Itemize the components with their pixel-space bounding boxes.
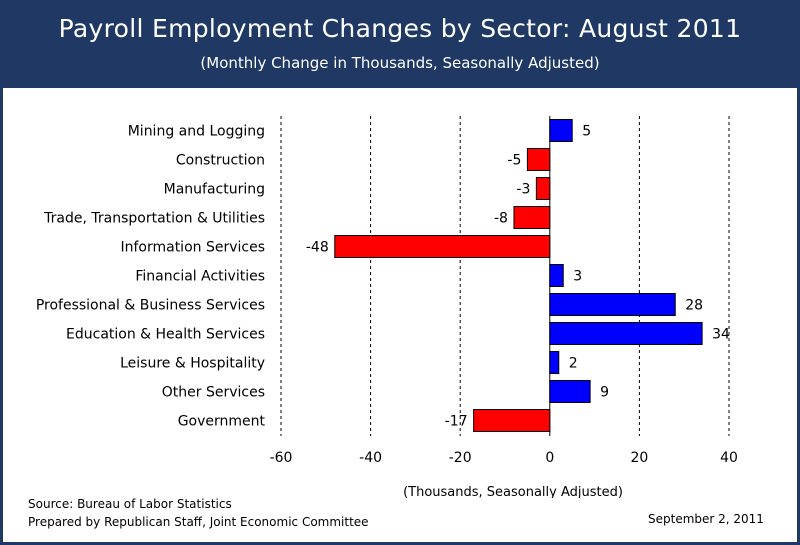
value-labels: 5 -5 -3 -8 -48 3 28 34 2 9 -17 — [306, 124, 730, 430]
chart-header: Payroll Employment Changes by Sector: Au… — [3, 0, 797, 88]
category-label-6: Professional & Business Services — [36, 298, 265, 314]
prepared-by-note: Prepared by Republican Staff, Joint Econ… — [28, 515, 369, 529]
value-label-4: -48 — [306, 240, 329, 256]
bar-3 — [513, 206, 551, 229]
category-label-4: Information Services — [120, 240, 265, 256]
value-label-2: -3 — [516, 182, 530, 198]
category-label-8: Leisure & Hospitality — [120, 356, 265, 372]
bar-2 — [535, 177, 551, 200]
category-label-3: Trade, Transportation & Utilities — [43, 211, 265, 227]
bars — [334, 119, 703, 432]
x-tick-label-1: -40 — [359, 450, 382, 466]
bar-10 — [473, 409, 551, 432]
bar-chart: Mining and Logging Construction Manufactur… — [36, 116, 738, 498]
value-label-7: 34 — [712, 327, 730, 343]
category-labels: Mining and Logging Construction Manufactur… — [36, 124, 266, 430]
x-tick-label-4: 20 — [630, 450, 648, 466]
date-note: September 2, 2011 — [648, 512, 764, 526]
category-label-5: Financial Activities — [135, 269, 265, 285]
bar-6 — [549, 293, 676, 316]
category-label-7: Education & Health Services — [66, 327, 265, 343]
x-tick-label-5: 40 — [720, 450, 738, 466]
bar-4 — [334, 235, 551, 258]
chart-subtitle: (Monthly Change in Thousands, Seasonally… — [200, 54, 600, 72]
x-tick-label-3: 0 — [545, 450, 554, 466]
category-label-9: Other Services — [162, 385, 265, 401]
x-tick-label-0: -60 — [270, 450, 293, 466]
category-label-0: Mining and Logging — [128, 124, 265, 140]
chart-title: Payroll Employment Changes by Sector: Au… — [58, 14, 742, 43]
x-tick-labels: -60 -40 -20 0 20 40 — [270, 450, 738, 466]
x-tick-label-2: -20 — [449, 450, 472, 466]
value-label-5: 3 — [573, 269, 582, 285]
source-note: Source: Bureau of Labor Statistics — [28, 497, 232, 511]
category-label-10: Government — [178, 414, 266, 430]
bar-9 — [549, 380, 591, 403]
bar-7 — [549, 322, 703, 345]
value-label-3: -8 — [494, 211, 508, 227]
grid-lines — [280, 116, 730, 436]
bar-1 — [526, 148, 551, 171]
category-label-2: Manufacturing — [164, 182, 265, 198]
bar-0 — [549, 119, 573, 142]
category-label-1: Construction — [176, 153, 265, 169]
bar-5 — [549, 264, 564, 287]
value-label-6: 28 — [685, 298, 703, 314]
value-label-10: -17 — [445, 414, 468, 430]
value-label-8: 2 — [569, 356, 578, 372]
value-label-0: 5 — [582, 124, 591, 140]
bar-8 — [549, 351, 560, 374]
x-axis-label: (Thousands, Seasonally Adjusted) — [403, 485, 623, 498]
value-label-9: 9 — [600, 385, 609, 401]
value-label-1: -5 — [507, 153, 521, 169]
